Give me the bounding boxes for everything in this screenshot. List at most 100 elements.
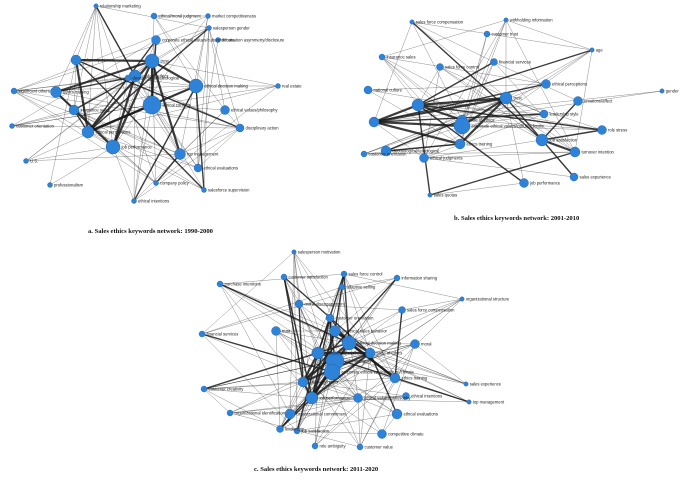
network-edge: [439, 66, 545, 115]
network-edge: [298, 303, 336, 332]
network-edge: [373, 120, 461, 146]
network-edge: [203, 388, 281, 430]
node-label-sales-experience: sales experience: [470, 381, 502, 386]
network-edge: [11, 109, 75, 127]
network-edge: [341, 277, 398, 288]
network-edge: [367, 89, 461, 145]
network-edge: [289, 397, 359, 415]
network-edge: [367, 83, 547, 91]
node-label-information-sharing: information sharing: [402, 275, 438, 280]
network-edge: [302, 381, 407, 397]
node-withholding-information: [503, 17, 509, 23]
network-edge: [75, 58, 153, 63]
network-edge: [505, 49, 593, 99]
node-financial-services: [198, 330, 206, 338]
network-edge: [73, 109, 181, 155]
network-edge: [401, 298, 463, 311]
node-label-market-competitiveness: market competitiveness: [212, 13, 256, 18]
node-label-u-s: U.S.: [30, 158, 38, 163]
node-competitive-climate: [377, 429, 387, 439]
node-sales-quotas: [427, 192, 433, 198]
network-edge: [203, 27, 210, 191]
network-edge: [423, 19, 507, 159]
network-edge: [385, 119, 463, 152]
network-edge: [87, 27, 210, 133]
node-code-of-ethics: [364, 347, 376, 359]
node-information-sharing: [393, 274, 401, 282]
node-label-sales-force-control: sales force control: [445, 64, 479, 69]
node-label-customer-orientation: customer orientation: [336, 315, 375, 320]
network-edge: [363, 151, 576, 155]
network-edge: [25, 85, 197, 162]
caption-panel-c: c. Sales ethics keywords network: 2011-2…: [254, 466, 379, 473]
network-edge: [505, 97, 545, 115]
network-edge: [151, 60, 197, 87]
label-layer: salesperson motivation customer satisfact…: [207, 249, 510, 449]
network-edge: [153, 15, 197, 87]
node-job-performance: [105, 139, 121, 155]
network-edge: [381, 19, 507, 58]
network-edge: [334, 298, 463, 362]
network-edge: [279, 397, 313, 430]
network-edge: [411, 21, 495, 63]
network-edge: [373, 90, 663, 123]
network-edge: [381, 56, 547, 85]
network-edge: [334, 286, 343, 362]
node-information-asymmetry-disclosure: [215, 37, 221, 43]
node-turnover-intention: [569, 146, 581, 158]
node-real-estate: [275, 83, 281, 89]
node-label-organizational-structure: organizational structure: [466, 296, 510, 301]
network-edge: [298, 303, 304, 383]
network-edge: [134, 75, 199, 169]
network-edge: [314, 377, 396, 447]
node-label-ethics-training: ethics training: [467, 141, 494, 146]
network-edge: [203, 342, 350, 390]
node-layer: [198, 249, 472, 451]
node-organizational-structure: [459, 296, 465, 302]
node-label-ethics-training: ethics training: [402, 375, 429, 380]
network-edge: [87, 103, 153, 134]
network-edge: [414, 343, 467, 385]
node-label-moral: moral: [421, 341, 432, 346]
node-label-deontological-teleological: deontological/teleological: [133, 75, 180, 80]
edge-layer: [11, 5, 279, 202]
node-relationship-marketing: [311, 346, 325, 360]
network-edge: [417, 61, 495, 106]
node-label-professionalism: professionalism: [54, 182, 84, 187]
node-role-stress: [597, 125, 607, 135]
node-relationship-marketing: [93, 3, 99, 9]
network-panel-c: salesperson motivation customer satisfact…: [192, 246, 510, 451]
node-sales-force-compensation: [398, 306, 406, 314]
network-edge: [429, 151, 576, 196]
network-edge: [411, 21, 593, 51]
network-edge: [49, 146, 114, 186]
network-edge: [55, 5, 97, 93]
node-job-satisfaction: [535, 133, 549, 147]
network-edge: [343, 273, 463, 300]
node-sales-experience: [463, 381, 469, 387]
network-edge: [311, 343, 416, 399]
node-label-sales-quotas: sales quotas: [434, 192, 458, 197]
network-edge: [75, 5, 97, 61]
network-edge: [283, 276, 304, 383]
network-edge: [203, 388, 313, 399]
node-label-customer-satisfaction: customer satisfaction: [289, 274, 329, 279]
node-ethics-training: [50, 86, 62, 98]
node-ethical-values-philosophy: [220, 105, 230, 115]
node-label-code-of-ethics: code of ethics: [143, 73, 169, 78]
network-edge: [201, 251, 295, 335]
node-label-customer-orientation: customer orientation: [16, 123, 55, 128]
node-label-customer-orientation: customer orientation: [369, 151, 408, 156]
node-label-corporate-ethical-values-culture-climate: corporate ethical values/culture/climate: [472, 123, 545, 128]
network-edge: [279, 377, 396, 430]
node-label-job-satisfaction: job satisfaction: [549, 137, 578, 142]
edge-layer: [363, 19, 663, 196]
network-edge: [229, 397, 359, 414]
network-edge: [541, 100, 579, 141]
network-edge: [229, 381, 304, 414]
node-significant-others: [10, 87, 18, 95]
node-label-ethical-perceptions: ethical perceptions: [552, 81, 587, 86]
network-edge: [417, 103, 463, 122]
network-edge: [13, 15, 209, 92]
